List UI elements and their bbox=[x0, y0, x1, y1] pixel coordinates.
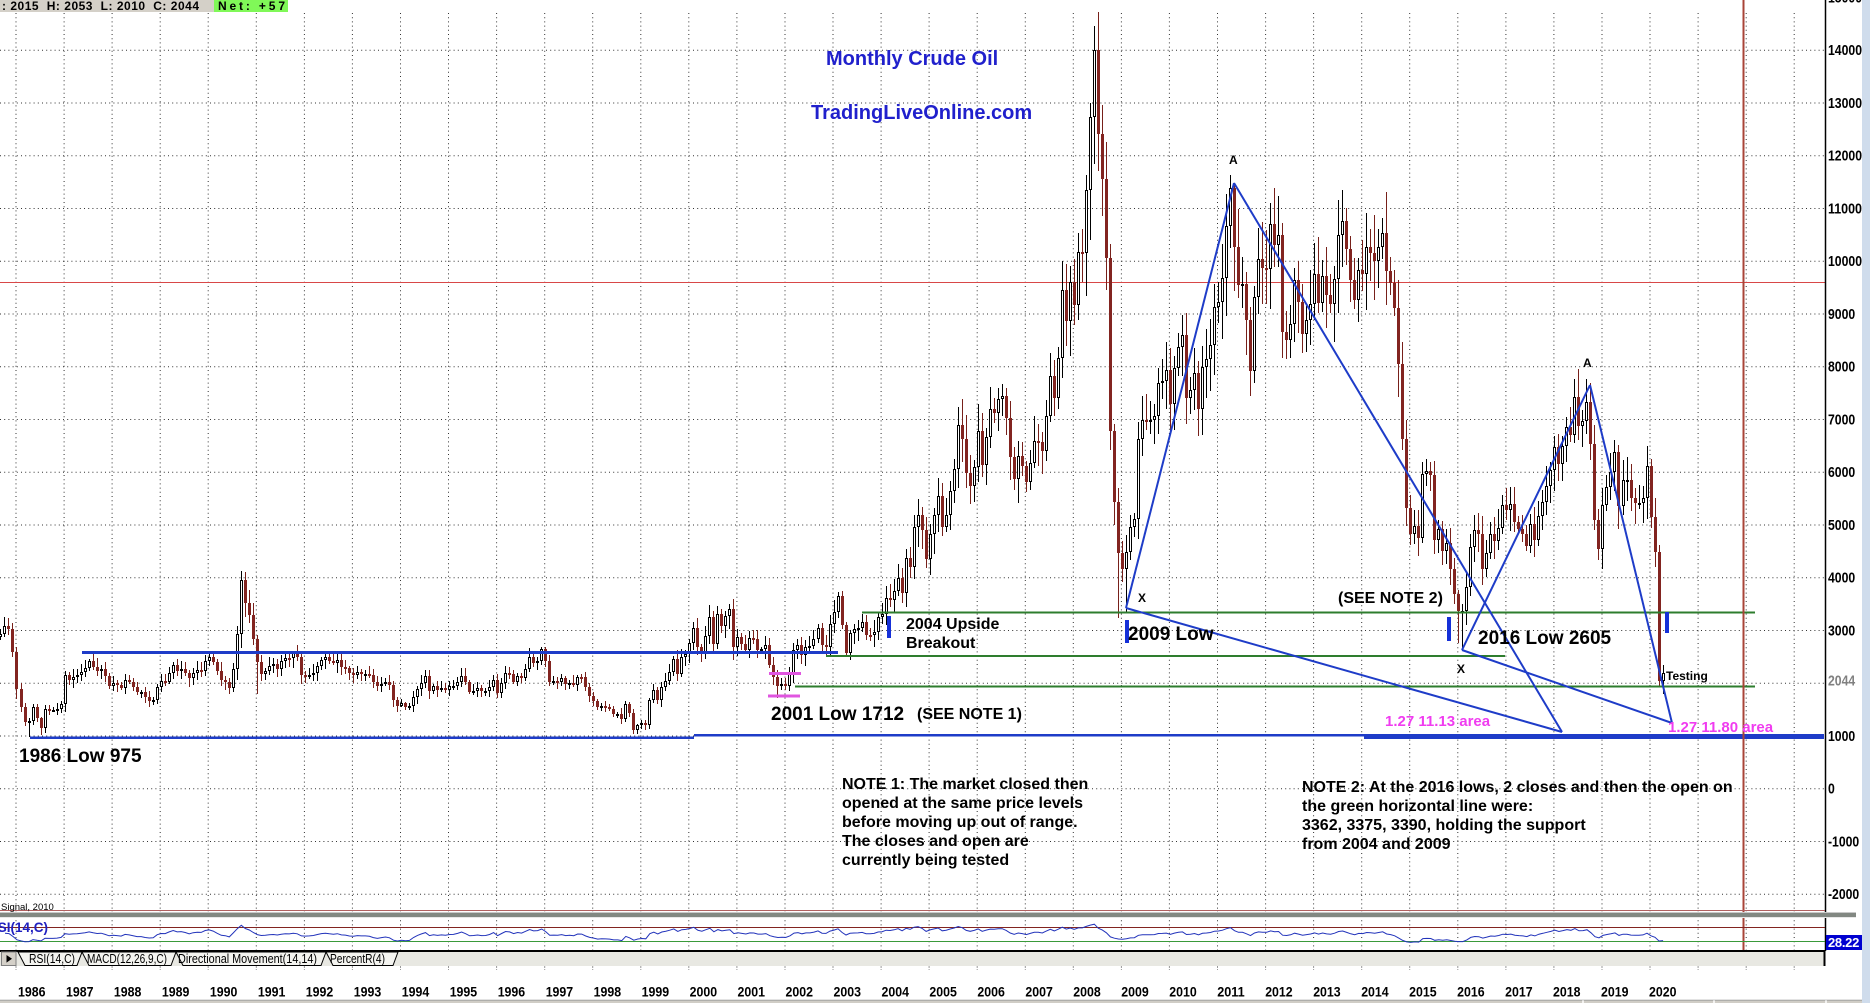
svg-text:1993: 1993 bbox=[354, 985, 382, 1000]
svg-text:13000: 13000 bbox=[1828, 96, 1862, 112]
svg-text:2009 Low: 2009 Low bbox=[1128, 624, 1214, 645]
svg-text:RSI(14,C): RSI(14,C) bbox=[29, 952, 75, 966]
svg-text:A: A bbox=[1583, 356, 1592, 370]
svg-text:1990: 1990 bbox=[210, 985, 238, 1000]
svg-text:4000: 4000 bbox=[1828, 571, 1855, 587]
svg-text:2004: 2004 bbox=[882, 985, 910, 1000]
svg-text:2007: 2007 bbox=[1025, 985, 1053, 1000]
svg-text:1986: 1986 bbox=[18, 985, 46, 1000]
svg-text:2004 Upside: 2004 Upside bbox=[906, 616, 999, 633]
svg-text:Testing: Testing bbox=[1666, 669, 1708, 683]
svg-text:1997: 1997 bbox=[546, 985, 574, 1000]
svg-text:12000: 12000 bbox=[1828, 149, 1862, 165]
svg-text:2044: 2044 bbox=[1828, 674, 1855, 690]
svg-text:3362, 3375, 3390, holding the: 3362, 3375, 3390, holding the support bbox=[1302, 817, 1586, 834]
svg-text:-1000: -1000 bbox=[1828, 835, 1859, 851]
svg-text:-2000: -2000 bbox=[1828, 887, 1859, 903]
svg-text:10000: 10000 bbox=[1828, 254, 1862, 270]
svg-text:Directional Movement(14,14): Directional Movement(14,14) bbox=[178, 952, 317, 966]
svg-text:2019: 2019 bbox=[1601, 985, 1629, 1000]
svg-text:7000: 7000 bbox=[1828, 413, 1855, 429]
svg-text:RSI(14,C): RSI(14,C) bbox=[0, 920, 48, 935]
svg-text:28.22: 28.22 bbox=[1828, 935, 1859, 950]
svg-text:1995: 1995 bbox=[450, 985, 478, 1000]
svg-text:9000: 9000 bbox=[1828, 307, 1855, 323]
svg-text:2012: 2012 bbox=[1265, 985, 1293, 1000]
svg-text:5000: 5000 bbox=[1828, 518, 1855, 534]
svg-text:1.27 11.13 area: 1.27 11.13 area bbox=[1385, 713, 1491, 730]
svg-text:(SEE NOTE 1): (SEE NOTE 1) bbox=[917, 706, 1022, 723]
svg-text:A: A bbox=[1229, 153, 1238, 167]
svg-text:NOTE 1: The market closed then: NOTE 1: The market closed then bbox=[842, 776, 1088, 793]
svg-text:2016 Low 2605: 2016 Low 2605 bbox=[1478, 628, 1612, 649]
svg-text:1999: 1999 bbox=[642, 985, 670, 1000]
svg-text:2006: 2006 bbox=[977, 985, 1005, 1000]
svg-text:The closes and open are: The closes and open are bbox=[842, 833, 1029, 850]
svg-text:NOTE 2: At the 2016 lows, 2 cl: NOTE 2: At the 2016 lows, 2 closes and t… bbox=[1302, 779, 1733, 796]
svg-text:2010: 2010 bbox=[1169, 985, 1197, 1000]
svg-text:1989: 1989 bbox=[162, 985, 190, 1000]
svg-text:2011: 2011 bbox=[1217, 985, 1245, 1000]
svg-text:2015: 2015 bbox=[1409, 985, 1437, 1000]
svg-text:2001: 2001 bbox=[738, 985, 766, 1000]
svg-text:2009: 2009 bbox=[1121, 985, 1149, 1000]
svg-text:currently being tested: currently being tested bbox=[842, 852, 1009, 869]
svg-text:1000: 1000 bbox=[1828, 729, 1855, 745]
svg-text:2017: 2017 bbox=[1505, 985, 1533, 1000]
svg-text:1991: 1991 bbox=[258, 985, 286, 1000]
svg-text:1992: 1992 bbox=[306, 985, 334, 1000]
svg-text:2016: 2016 bbox=[1457, 985, 1485, 1000]
svg-text:: 2015 H: 2053 L: 2010 C: 2: : 2015 H: 2053 L: 2010 C: 2044 bbox=[2, 0, 199, 13]
svg-text:2001 Low 1712: 2001 Low 1712 bbox=[771, 704, 904, 725]
svg-text:11000: 11000 bbox=[1828, 202, 1862, 218]
svg-text:opened at the same price level: opened at the same price levels bbox=[842, 795, 1083, 812]
svg-text:2005: 2005 bbox=[929, 985, 957, 1000]
svg-text:PercentR(4): PercentR(4) bbox=[330, 952, 385, 966]
svg-text:1986 Low 975: 1986 Low 975 bbox=[19, 746, 142, 767]
svg-text:6000: 6000 bbox=[1828, 465, 1855, 481]
svg-text:(SEE NOTE 2): (SEE NOTE 2) bbox=[1338, 590, 1443, 607]
svg-text:from 2004 and 2009: from 2004 and 2009 bbox=[1302, 836, 1451, 853]
svg-text:2020: 2020 bbox=[1649, 985, 1677, 1000]
svg-text:2008: 2008 bbox=[1073, 985, 1101, 1000]
svg-text:2013: 2013 bbox=[1313, 985, 1341, 1000]
svg-text:2014: 2014 bbox=[1361, 985, 1389, 1000]
svg-text:0: 0 bbox=[1828, 782, 1835, 798]
svg-text:1994: 1994 bbox=[402, 985, 430, 1000]
svg-text:1996: 1996 bbox=[498, 985, 526, 1000]
svg-text:2000: 2000 bbox=[690, 985, 718, 1000]
svg-text:before moving up out of range.: before moving up out of range. bbox=[842, 814, 1078, 831]
svg-text:Signal, 2010: Signal, 2010 bbox=[1, 902, 54, 913]
svg-text:15000: 15000 bbox=[1828, 0, 1862, 7]
svg-text:14000: 14000 bbox=[1828, 43, 1862, 59]
svg-text:MACD(12,26,9,C): MACD(12,26,9,C) bbox=[87, 952, 167, 966]
svg-text:Monthly Crude Oil: Monthly Crude Oil bbox=[826, 48, 998, 70]
svg-text:3000: 3000 bbox=[1828, 624, 1855, 640]
svg-text:TradingLiveOnline.com: TradingLiveOnline.com bbox=[811, 102, 1032, 124]
svg-text:1998: 1998 bbox=[594, 985, 622, 1000]
svg-text:1988: 1988 bbox=[114, 985, 142, 1000]
svg-text:2002: 2002 bbox=[786, 985, 814, 1000]
svg-text:the green horizontal line were: the green horizontal line were: bbox=[1302, 798, 1533, 815]
svg-text:2003: 2003 bbox=[834, 985, 862, 1000]
svg-text:8000: 8000 bbox=[1828, 360, 1855, 376]
svg-text:1.27 11.80 area: 1.27 11.80 area bbox=[1668, 719, 1774, 736]
svg-text:X: X bbox=[1138, 591, 1146, 605]
svg-text:Breakout: Breakout bbox=[906, 635, 976, 652]
svg-text:1987: 1987 bbox=[66, 985, 94, 1000]
svg-text:X: X bbox=[1457, 662, 1465, 676]
svg-text:2018: 2018 bbox=[1553, 985, 1581, 1000]
